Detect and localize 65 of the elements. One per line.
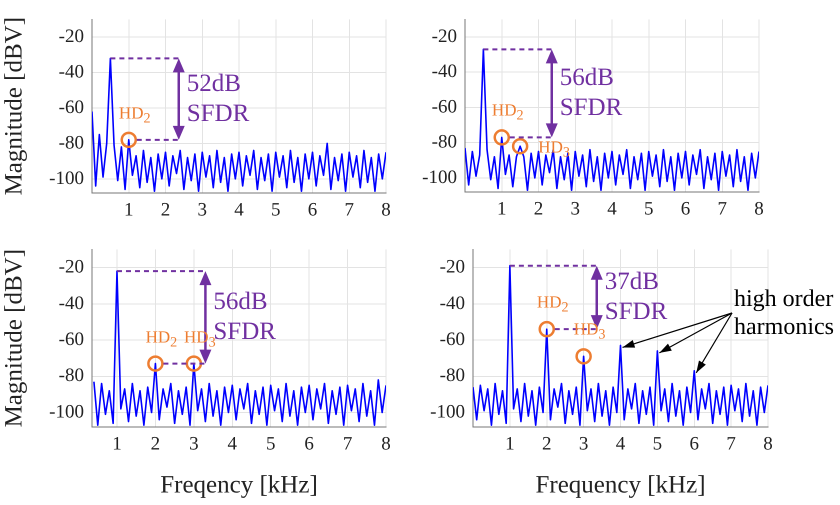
x-tick-label: 4	[228, 433, 238, 454]
y-tick-label: -40	[440, 292, 465, 314]
x-tick-label: 1	[497, 198, 506, 220]
x-tick-label: 4	[607, 198, 618, 220]
y-tick-label: -60	[440, 328, 465, 350]
x-tick-label: 1	[112, 433, 122, 454]
y-tick-label: -60	[58, 328, 84, 350]
y-tick-label: -40	[58, 62, 84, 83]
y-tick-label: -100	[422, 166, 457, 188]
y-tick-label: -20	[440, 256, 465, 278]
x-tick-label: 2	[534, 198, 544, 220]
x-tick-label: 5	[271, 199, 280, 220]
x-tick-label: 2	[542, 433, 552, 454]
y-tick-label: -80	[432, 132, 457, 153]
x-axis-title: Frequency [kHz]	[535, 472, 706, 499]
x-tick-label: 4	[234, 199, 244, 220]
x-tick-label: 7	[718, 198, 727, 220]
x-axis-title: Freqency [kHz]	[160, 472, 318, 499]
annotation: HD$_{3}$	[538, 138, 570, 162]
y-tick-label: -40	[58, 292, 84, 314]
y-tick-label: -100	[49, 168, 84, 189]
annotation: HD$_{2}$	[146, 326, 178, 352]
x-tick-label: 8	[381, 433, 391, 454]
x-tick-label: 3	[570, 198, 580, 220]
x-tick-label: 8	[754, 198, 764, 220]
x-tick-label: 1	[124, 199, 134, 220]
y-tick-label: -20	[58, 256, 84, 278]
x-tick-label: 6	[680, 198, 690, 220]
x-tick-label: 2	[160, 199, 170, 220]
annotation: 52dB SFDR	[186, 69, 250, 130]
y-tick-label: -20	[432, 26, 457, 47]
annotation: 37dB SFDR	[604, 267, 668, 328]
x-tick-label: 6	[308, 199, 318, 220]
annotation: high order harmonics	[734, 285, 834, 341]
x-tick-label: 8	[381, 199, 391, 220]
y-tick-label: -80	[58, 132, 84, 154]
x-tick-label: 3	[198, 199, 207, 220]
y-tick-label: -20	[58, 26, 84, 48]
x-tick-label: 6	[690, 433, 699, 454]
y-tick-label: -100	[430, 401, 465, 422]
annotation: HD$_{2}$	[536, 292, 569, 317]
annotation: HD$_{2}$	[118, 103, 151, 128]
x-tick-label: 1	[505, 433, 515, 454]
annotation: 56dB SFDR	[560, 63, 622, 124]
y-axis-title: Magnitude [dBV]	[0, 248, 28, 428]
x-tick-label: 5	[652, 433, 662, 454]
y-tick-label: -60	[58, 96, 84, 118]
y-tick-label: -80	[58, 365, 84, 386]
x-tick-label: 5	[266, 433, 276, 454]
x-tick-label: 8	[763, 433, 773, 454]
x-tick-label: 4	[616, 433, 626, 454]
x-tick-label: 7	[726, 433, 736, 454]
x-tick-label: 2	[150, 433, 160, 454]
annotation: HD$_{2}$	[492, 100, 524, 126]
x-tick-label: 7	[342, 433, 352, 454]
y-tick-label: -80	[440, 365, 465, 386]
y-tick-label: -60	[432, 96, 457, 118]
x-tick-label: 6	[304, 433, 314, 454]
x-tick-label: 7	[344, 199, 354, 220]
x-tick-label: 3	[578, 433, 588, 454]
y-axis-title: Magnitude [dBV]	[0, 16, 28, 196]
y-tick-label: -40	[432, 61, 457, 82]
x-tick-label: 5	[644, 198, 654, 220]
x-tick-label: 3	[189, 433, 199, 454]
y-tick-label: -100	[49, 401, 84, 422]
